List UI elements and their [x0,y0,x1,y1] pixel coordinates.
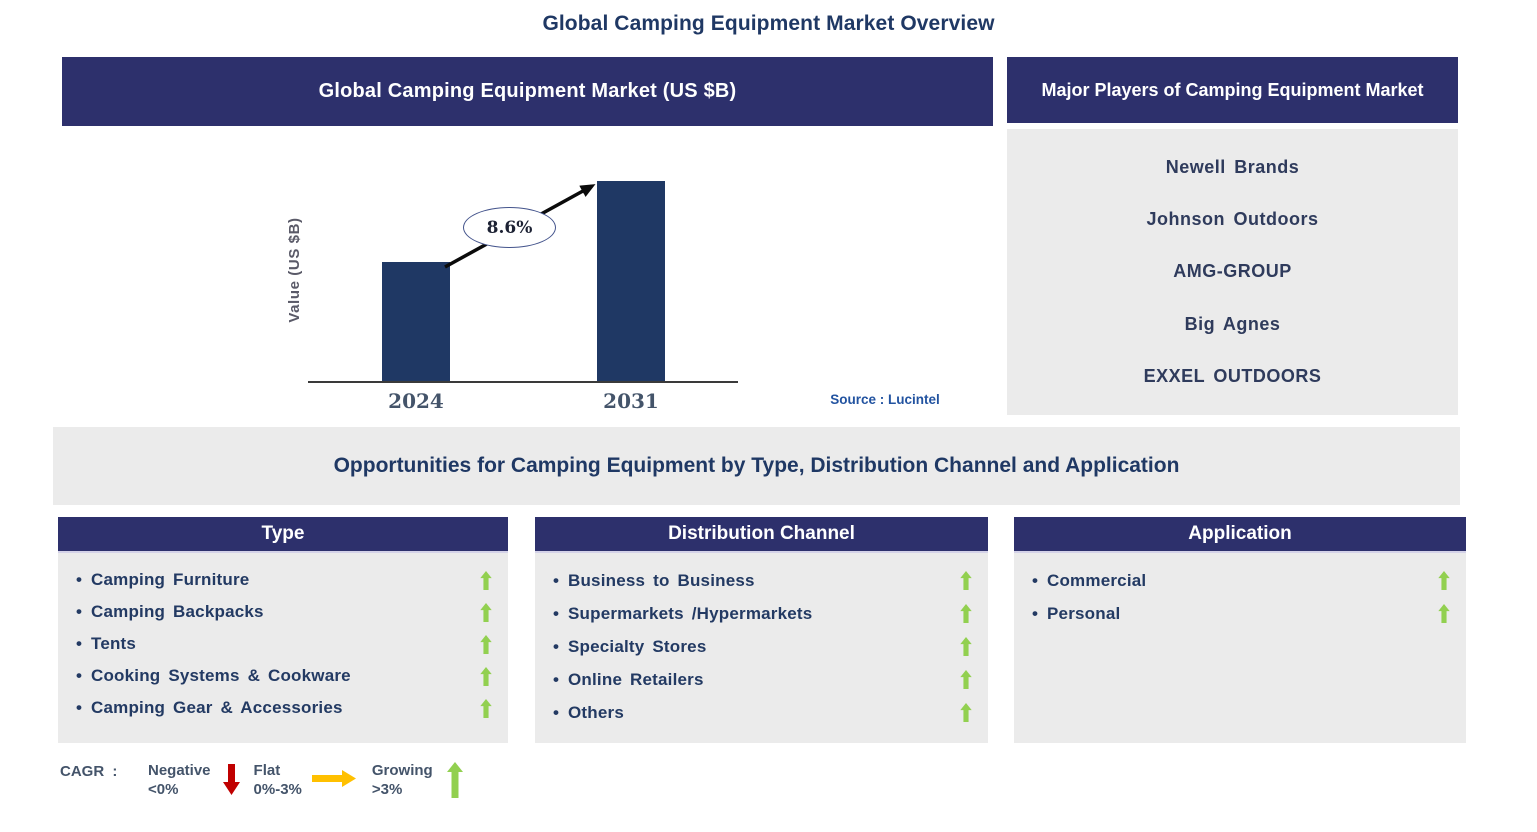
type-column-body: • Camping Furniture • Camping Backpacks … [58,553,508,743]
list-item: • Supermarkets /Hypermarkets [553,597,972,630]
list-item: • Camping Gear & Accessories [76,692,492,724]
type-column-header: Type [58,517,508,553]
list-item-label: Others [568,702,624,722]
growth-arrow-icon [444,184,596,269]
bullet-icon: • [1032,603,1038,623]
bullet-icon: • [553,636,559,656]
list-item-label: Business to Business [568,570,755,590]
legend-entry-range: 0%-3% [253,781,302,798]
growing-up-arrow-icon [1438,604,1450,623]
legend-entry-growing: Growing >3% [372,761,433,799]
list-item-label: Camping Backpacks [91,602,264,621]
major-players-header: Major Players of Camping Equipment Marke… [1007,57,1458,123]
bullet-icon: • [76,602,82,621]
legend-entry-flat: Flat 0%-3% [254,761,302,799]
distribution-channel-column: Distribution Channel • Business to Busin… [535,517,988,743]
growing-up-arrow-icon [960,670,972,689]
legend-entry-name: Negative [148,762,211,779]
distribution-column-body: • Business to Business • Supermarkets /H… [535,553,988,743]
list-item-label: Commercial [1047,570,1147,590]
cagr-callout: 8.6% [463,207,556,248]
company-name: AMG-GROUP [1173,261,1292,282]
growing-up-arrow-icon [480,666,492,686]
list-item: • Business to Business [553,564,972,597]
bullet-icon: • [76,634,82,653]
negative-down-arrow-icon [222,764,240,795]
list-item: • Cooking Systems & Cookware [76,660,492,692]
application-column: Application • Commercial • Personal [1014,517,1466,743]
bullet-icon: • [76,570,82,589]
list-item-label: Camping Gear & Accessories [91,698,343,717]
list-item-label: Camping Furniture [91,570,250,589]
bullet-icon: • [553,702,559,722]
legend-entry-negative: Negative <0% [148,761,211,799]
cagr-legend-label: CAGR : [60,763,118,780]
bar-2031 [597,181,665,382]
list-item: • Personal [1032,597,1450,630]
list-item: • Camping Backpacks [76,596,492,628]
list-item: • Camping Furniture [76,564,492,596]
list-item-label: Specialty Stores [568,636,707,656]
flat-right-arrow-icon [311,770,356,787]
distribution-column-header: Distribution Channel [535,517,988,553]
growing-up-arrow-icon [480,634,492,654]
x-tick-2031: 2031 [603,389,659,413]
cagr-legend: CAGR : Negative <0% Flat 0%-3% Growing >… [60,761,463,799]
bullet-icon: • [553,603,559,623]
bullet-icon: • [553,570,559,590]
opportunities-banner: Opportunities for Camping Equipment by T… [53,427,1460,505]
list-item: • Tents [76,628,492,660]
market-chart-header: Global Camping Equipment Market (US $B) [62,57,993,126]
growing-up-arrow-icon [960,571,972,590]
growing-up-arrow-icon [480,698,492,718]
growing-up-arrow-icon [480,602,492,622]
growing-up-arrow-icon [480,570,492,590]
bullet-icon: • [76,666,82,685]
source-credit: Source : Lucintel [830,392,940,407]
growing-up-arrow-icon [960,604,972,623]
major-players-list: Newell Brands Johnson Outdoors AMG-GROUP… [1007,129,1458,415]
legend-entry-range: <0% [148,781,179,798]
list-item-label: Cooking Systems & Cookware [91,666,351,685]
growing-up-arrow-icon [446,762,463,798]
legend-entry-name: Growing [371,762,433,779]
bullet-icon: • [553,669,559,689]
list-item: • Commercial [1032,564,1450,597]
list-item-label: Supermarkets /Hypermarkets [568,603,813,623]
bullet-icon: • [1032,570,1038,590]
growing-up-arrow-icon [1438,571,1450,590]
company-name: EXXEL OUTDOORS [1143,366,1322,387]
application-column-body: • Commercial • Personal [1014,553,1466,743]
legend-entry-range: >3% [371,781,403,798]
list-item-label: Tents [91,634,137,653]
list-item: • Others [553,696,972,729]
x-axis-line [308,381,738,383]
legend-entry-name: Flat [253,762,281,779]
type-column: Type • Camping Furniture • Camping Backp… [58,517,508,743]
list-item-label: Online Retailers [568,669,704,689]
growing-up-arrow-icon [960,637,972,656]
bar-2024 [382,262,450,382]
application-column-header: Application [1014,517,1466,553]
company-name: Johnson Outdoors [1146,209,1319,230]
list-item: • Online Retailers [553,663,972,696]
company-name: Newell Brands [1165,156,1300,177]
company-name: Big Agnes [1184,313,1281,334]
list-item: • Specialty Stores [553,630,972,663]
growing-up-arrow-icon [960,703,972,722]
market-bar-chart: Value (US $B) 8.6% 2024 2031 Source : Lu… [62,126,993,420]
page-title: Global Camping Equipment Market Overview [542,12,995,35]
x-tick-2024: 2024 [388,389,444,413]
list-item-label: Personal [1047,603,1121,623]
bullet-icon: • [76,698,82,717]
